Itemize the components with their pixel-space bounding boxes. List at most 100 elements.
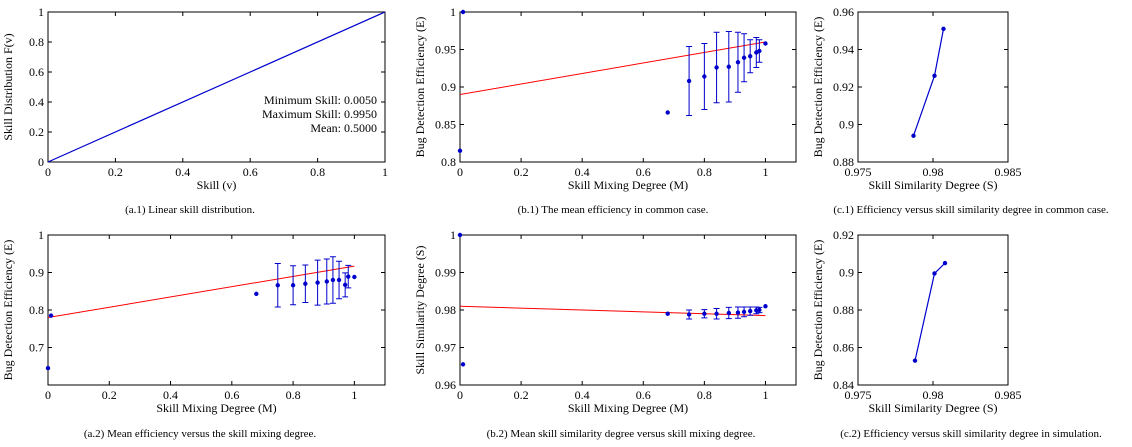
chart-a2: 0 0.2 0.4 0.6 0.8 1 0.7 0.8 0.9 1 Skill Mixing Deg… <box>1 228 386 440</box>
figure-caption: (c.1) Efficiency versus skill similarity… <box>833 204 1109 216</box>
plot-area <box>48 256 355 318</box>
x-tick-label: 0.975 <box>845 388 872 402</box>
fit-line <box>460 41 766 95</box>
data-point <box>686 312 692 317</box>
data-point <box>735 310 741 315</box>
data-point <box>665 110 670 115</box>
x-tick-label: 0.4 <box>575 165 590 179</box>
data-point <box>735 60 741 65</box>
chart-c1: 0.975 0.98 0.985 0.88 0.9 0.92 0.94 0.96 Skill S… <box>811 5 1109 216</box>
y-tick-label: 0.9 <box>839 118 854 132</box>
data-point <box>346 274 351 279</box>
x-tick-label: 0.985 <box>995 165 1022 179</box>
y-tick-label: 0.92 <box>833 228 854 242</box>
data-point <box>686 78 692 84</box>
data-point <box>702 74 707 79</box>
plot-frame <box>47 11 386 163</box>
y-tick-label: 0.99 <box>435 266 456 280</box>
data-point <box>747 54 753 59</box>
y-tick-label: 0.96 <box>435 378 456 392</box>
x-axis-label: Skill (v) <box>197 178 237 192</box>
x-tick-label: 1 <box>762 165 768 179</box>
data-point <box>763 41 768 46</box>
data-point <box>342 282 348 288</box>
x-tick-label: 1 <box>382 165 388 179</box>
figure-caption: (b.2) Mean skill similarity degree versu… <box>487 428 756 440</box>
data-point <box>352 274 357 280</box>
data-point <box>303 281 308 286</box>
data-point <box>48 313 54 318</box>
y-tick-label: 0.6 <box>29 65 44 79</box>
y-tick-label: 0.8 <box>29 303 44 317</box>
y-tick-label: 0.88 <box>833 303 854 317</box>
chart-b2: 0 0.2 0.4 0.6 0.8 1 0.96 0.97 0.98 0.99 1 Skill Mix… <box>413 228 797 440</box>
y-tick-label: 0.85 <box>435 118 456 132</box>
x-tick-label: 0.6 <box>224 388 239 402</box>
data-point <box>741 55 747 60</box>
data-point <box>275 283 280 288</box>
x-axis-label: Skill Mixing Degree (M) <box>156 401 276 415</box>
x-tick-label: 0 <box>45 165 51 179</box>
x-tick-label: 0.4 <box>575 388 590 402</box>
data-point <box>747 308 753 314</box>
y-tick-label: 0.8 <box>441 155 456 169</box>
plot-frame <box>857 11 1009 163</box>
figure-caption: (a.1) Linear skill distribution. <box>125 204 255 216</box>
plot-area <box>460 305 766 320</box>
y-tick-label: 0.92 <box>833 80 854 94</box>
data-point <box>726 64 731 69</box>
x-tick-label: 0.2 <box>108 165 123 179</box>
y-tick-label: 0.4 <box>29 95 44 109</box>
data-point <box>941 26 946 32</box>
data-point <box>932 73 937 78</box>
data-point <box>763 304 768 309</box>
data-point <box>932 271 937 276</box>
y-tick-label: 0.95 <box>435 43 456 57</box>
plot-area <box>914 262 946 361</box>
y-tick-label: 0.97 <box>435 341 456 355</box>
data-point <box>457 232 463 238</box>
data-point <box>757 307 762 313</box>
y-tick-label: 0.94 <box>833 43 854 57</box>
annotation-text: Minimum Skill: 0.0050 <box>264 93 377 107</box>
y-tick-label: 0.9 <box>29 266 44 280</box>
x-tick-label: 0.8 <box>697 388 712 402</box>
y-axis-label: Bug Detection Efficiency (E) <box>811 17 825 158</box>
y-tick-label: 0.7 <box>29 341 44 355</box>
x-tick-label: 0.98 <box>923 165 944 179</box>
x-tick-label: 0.6 <box>636 388 651 402</box>
data-point <box>315 280 320 285</box>
x-tick-label: 1 <box>762 388 768 402</box>
annotation-text: Maximum Skill: 0.9950 <box>262 107 377 121</box>
x-tick-label: 0.98 <box>923 388 944 402</box>
data-point <box>726 310 731 316</box>
x-tick-label: 0 <box>457 165 463 179</box>
y-tick-label: 1 <box>38 228 44 242</box>
fit-line <box>48 265 355 318</box>
data-point <box>757 48 762 54</box>
figure-caption: (a.2) Mean efficiency versus the skill m… <box>84 428 316 440</box>
data-point <box>714 311 719 316</box>
x-tick-label: 0.8 <box>697 165 712 179</box>
annotation-text: Mean: 0.5000 <box>310 121 377 135</box>
x-tick-label: 0 <box>457 388 463 402</box>
x-axis-label: Skill Similarity Degree (S) <box>869 178 998 192</box>
x-axis-label: Skill Mixing Degree (M) <box>568 401 688 415</box>
plot-area <box>460 31 766 116</box>
data-point <box>460 9 466 15</box>
data-point <box>912 358 918 363</box>
y-tick-label: 0 <box>38 155 44 169</box>
plot-frame <box>459 11 797 163</box>
x-tick-label: 0 <box>45 388 51 402</box>
chart-c2: 0.975 0.98 0.985 0.84 0.86 0.88 0.9 0.92 Skill S… <box>811 228 1102 440</box>
data-point <box>45 365 51 371</box>
x-axis-label: Skill Similarity Degree (S) <box>869 401 998 415</box>
data-point <box>942 260 948 266</box>
x-tick-label: 0.8 <box>286 388 301 402</box>
data-point <box>330 277 336 283</box>
y-tick-label: 0.8 <box>29 35 44 49</box>
y-axis-label: Bug Detection Efficiency (E) <box>811 240 825 381</box>
data-point <box>457 148 463 153</box>
fit-line <box>460 305 766 317</box>
